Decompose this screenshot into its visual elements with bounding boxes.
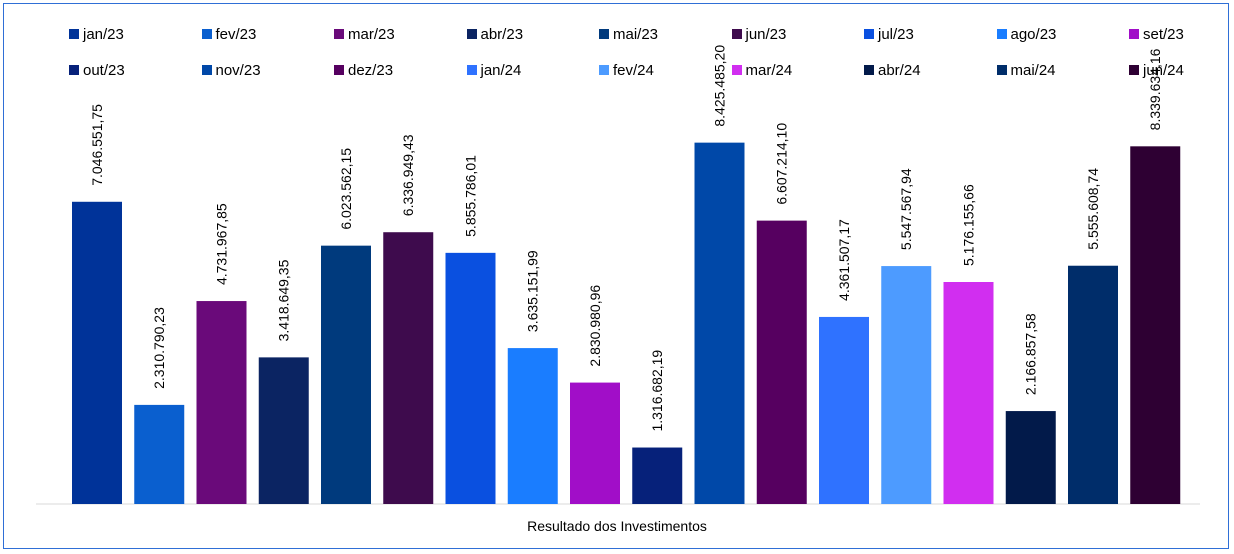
legend-label: mai/23: [613, 25, 659, 43]
bar: [943, 282, 994, 504]
legend-item: mar/24: [731, 60, 793, 80]
bar: [1005, 411, 1056, 504]
legend-item: mar/23: [334, 24, 395, 44]
bar: [1068, 265, 1118, 504]
legend-item: mai/23: [599, 24, 658, 44]
legend-swatch: [731, 29, 742, 39]
legend-item: out/23: [69, 60, 125, 80]
bar: [1130, 146, 1181, 504]
legend-item: dez/23: [334, 60, 393, 80]
legend-swatch: [201, 29, 212, 39]
legend-item: set/23: [1129, 24, 1184, 44]
bar-value-label: 5.547.567,94: [898, 168, 914, 250]
bar: [258, 357, 309, 504]
legend-label: fev/23: [215, 25, 257, 43]
bar: [196, 301, 247, 504]
legend-swatch: [334, 29, 344, 39]
legend-item: fev/24: [599, 60, 654, 80]
legend-label: ago/23: [1010, 25, 1057, 43]
legend-label: jan/23: [83, 25, 124, 43]
legend-label: abr/24: [878, 61, 921, 79]
bar-value-label: 2.166.857,58: [1023, 313, 1039, 395]
legend-swatch: [599, 65, 609, 75]
bar: [321, 245, 371, 504]
legend-swatch: [864, 65, 874, 75]
legend-swatch: [1129, 65, 1139, 75]
legend-swatch: [201, 65, 212, 75]
legend-label: abr/23: [480, 25, 524, 43]
bar: [383, 232, 434, 505]
legend-label: jun/23: [745, 25, 787, 43]
bar: [819, 316, 869, 504]
bar-value-label: 6.336.949,43: [400, 134, 416, 216]
bar-value-label: 4.361.507,17: [836, 219, 852, 301]
legend-swatch: [996, 65, 1007, 75]
legend-swatch: [69, 29, 79, 39]
bar: [570, 382, 620, 504]
legend-item: jun/24: [1129, 60, 1184, 80]
legend-swatch: [731, 65, 742, 75]
bar-value-label: 1.316.682,19: [649, 350, 665, 432]
bar-value-label: 5.176.155,66: [961, 184, 977, 266]
legend-item: jan/23: [69, 24, 124, 44]
chart-legend: jan/23 fev/23 mar/23 abr/23 mai/23 jun/23 jul/…: [0, 0, 1234, 110]
bar: [72, 201, 122, 504]
legend-label: mai/24: [1010, 61, 1056, 79]
bar: [756, 220, 807, 504]
legend-swatch: [599, 29, 609, 39]
bar-value-label: 6.607.214,10: [774, 123, 790, 205]
bar-value-label: 2.310.790,23: [151, 307, 167, 389]
bar: [445, 252, 496, 504]
legend-item: jan/24: [466, 60, 522, 80]
legend-label: out/23: [83, 61, 125, 79]
legend-label: jul/23: [878, 25, 914, 43]
legend-item: abr/24: [864, 60, 921, 80]
bar-value-label: 7.046.551,75: [89, 104, 105, 186]
x-axis-title: Resultado dos Investimentos: [527, 518, 707, 534]
legend-label: jun/24: [1143, 61, 1184, 79]
legend-item: abr/23: [466, 24, 524, 44]
legend-label: mar/23: [348, 25, 395, 43]
legend-item: mai/24: [996, 60, 1056, 80]
legend-swatch: [466, 65, 477, 75]
legend-item: jul/23: [864, 24, 914, 44]
bar-value-label: 8.425.485,20: [712, 45, 728, 127]
bar: [507, 348, 558, 504]
legend-label: mar/24: [745, 61, 793, 79]
legend-swatch: [69, 65, 79, 75]
bar-value-label: 6.023.562,15: [338, 148, 354, 230]
bar: [881, 266, 932, 504]
bar-value-label: 5.855.786,01: [463, 155, 479, 237]
legend-label: nov/23: [215, 61, 261, 79]
bar-value-label: 8.339.634,16: [1147, 48, 1163, 130]
legend-swatch: [466, 29, 477, 39]
bar: [632, 447, 683, 504]
legend-label: dez/23: [348, 61, 394, 79]
bar-value-label: 2.830.980,96: [587, 285, 603, 367]
bar: [134, 404, 185, 504]
legend-swatch: [1129, 29, 1139, 39]
legend-swatch: [864, 29, 874, 39]
bar: [694, 142, 745, 504]
legend-item: jun/23: [731, 24, 787, 44]
bar-value-label: 5.555.608,74: [1085, 168, 1101, 250]
legend-swatch: [334, 65, 344, 75]
legend-item: ago/23: [996, 24, 1057, 44]
legend-label: jan/24: [480, 61, 522, 79]
legend-swatch: [996, 29, 1007, 39]
bar-value-label: 4.731.967,85: [214, 203, 230, 285]
legend-item: nov/23: [201, 60, 261, 80]
legend-label: fev/24: [613, 61, 654, 79]
legend-item: fev/23: [201, 24, 257, 44]
bar-value-label: 3.635.151,99: [525, 250, 541, 332]
legend-label: set/23: [1143, 25, 1184, 43]
bar-value-label: 3.418.649,35: [276, 259, 292, 341]
